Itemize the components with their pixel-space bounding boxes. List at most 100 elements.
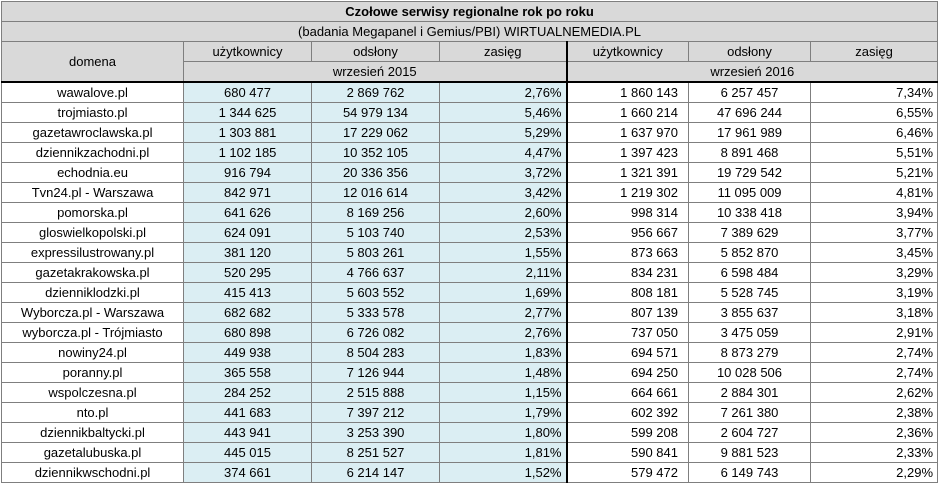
cell-reach-2015: 1,48% bbox=[439, 362, 567, 383]
table-row: gazetakrakowska.pl 520 295 4 766 637 2,11% 8… bbox=[1, 262, 939, 283]
cell-reach-2015: 1,52% bbox=[439, 462, 567, 483]
cell-views-2016: 5 528 745 bbox=[688, 282, 811, 303]
cell-domain: Wyborcza.pl - Warszawa bbox=[1, 302, 184, 323]
cell-views-2015: 8 504 283 bbox=[311, 342, 440, 363]
cell-users-2015: 1 102 185 bbox=[183, 142, 312, 163]
header-domain: domena bbox=[1, 41, 184, 83]
cell-reach-2015: 1,79% bbox=[439, 402, 567, 423]
cell-reach-2015: 3,72% bbox=[439, 162, 567, 183]
cell-users-2016: 1 219 302 bbox=[565, 182, 689, 203]
cell-views-2016: 17 961 989 bbox=[688, 122, 811, 143]
cell-reach-2016: 3,77% bbox=[809, 222, 939, 243]
cell-users-2016: 956 667 bbox=[565, 222, 689, 243]
cell-views-2015: 6 214 147 bbox=[311, 462, 440, 483]
cell-domain: gazetawroclawska.pl bbox=[1, 122, 184, 143]
table-row: wyborcza.pl - Trójmiasto 680 898 6 726 082… bbox=[1, 322, 939, 343]
cell-users-2015: 381 120 bbox=[183, 242, 312, 263]
cell-views-2015: 7 397 212 bbox=[311, 402, 440, 423]
cell-users-2016: 737 050 bbox=[565, 322, 689, 343]
cell-users-2015: 680 898 bbox=[183, 322, 312, 343]
cell-domain: gazetalubuska.pl bbox=[1, 442, 184, 463]
cell-domain: poranny.pl bbox=[1, 362, 184, 383]
cell-views-2015: 8 169 256 bbox=[311, 202, 440, 223]
table-row: pomorska.pl 641 626 8 169 256 2,60% 998 314 1… bbox=[1, 202, 939, 223]
period-2015: wrzesień 2015 bbox=[183, 61, 567, 83]
cell-domain: expressilustrowany.pl bbox=[1, 242, 184, 263]
table-row: gazetawroclawska.pl 1 303 881 17 229 062 5,… bbox=[1, 122, 939, 143]
cell-reach-2015: 5,46% bbox=[439, 102, 567, 123]
cell-users-2016: 694 250 bbox=[565, 362, 689, 383]
cell-reach-2016: 5,51% bbox=[809, 142, 939, 163]
cell-domain: dziennikwschodni.pl bbox=[1, 462, 184, 483]
cell-reach-2015: 2,77% bbox=[439, 302, 567, 323]
cell-users-2015: 1 344 625 bbox=[183, 102, 312, 123]
table-row: expressilustrowany.pl 381 120 5 803 261 1,5… bbox=[1, 242, 939, 263]
cell-views-2015: 7 126 944 bbox=[311, 362, 440, 383]
cell-reach-2016: 2,29% bbox=[809, 462, 939, 483]
header-users-2015: użytkownicy bbox=[183, 41, 312, 62]
table-row: dzienniklodzki.pl 415 413 5 603 552 1,69% 80… bbox=[1, 282, 939, 303]
cell-domain: wspolczesna.pl bbox=[1, 382, 184, 403]
cell-reach-2016: 5,21% bbox=[809, 162, 939, 183]
cell-views-2016: 10 338 418 bbox=[688, 202, 811, 223]
cell-reach-2016: 3,18% bbox=[809, 302, 939, 323]
table-row: wspolczesna.pl 284 252 2 515 888 1,15% 664 6… bbox=[1, 382, 939, 403]
table-row: trojmiasto.pl 1 344 625 54 979 134 5,46% 1 6… bbox=[1, 102, 939, 123]
cell-views-2016: 6 149 743 bbox=[688, 462, 811, 483]
cell-users-2016: 1 321 391 bbox=[565, 162, 689, 183]
cell-users-2016: 1 860 143 bbox=[565, 81, 689, 103]
table-row: gloswielkopolski.pl 624 091 5 103 740 2,53%… bbox=[1, 222, 939, 243]
cell-reach-2016: 3,29% bbox=[809, 262, 939, 283]
cell-domain: dziennikzachodni.pl bbox=[1, 142, 184, 163]
cell-reach-2016: 3,45% bbox=[809, 242, 939, 263]
cell-users-2016: 807 139 bbox=[565, 302, 689, 323]
cell-users-2016: 602 392 bbox=[565, 402, 689, 423]
cell-views-2015: 54 979 134 bbox=[311, 102, 440, 123]
header-reach-2015: zasięg bbox=[439, 41, 567, 62]
table-row: dziennikwschodni.pl 374 661 6 214 147 1,52%… bbox=[1, 462, 939, 483]
table-title: Czołowe serwisy regionalne rok po roku bbox=[0, 1, 939, 22]
cell-views-2015: 5 603 552 bbox=[311, 282, 440, 303]
cell-reach-2016: 7,34% bbox=[809, 81, 939, 103]
cell-domain: Tvn24.pl - Warszawa bbox=[1, 182, 184, 203]
table-row: nowiny24.pl 449 938 8 504 283 1,83% 694 571 8… bbox=[1, 342, 939, 363]
header-users-2016: użytkownicy bbox=[565, 41, 689, 62]
cell-views-2015: 2 869 762 bbox=[311, 81, 440, 103]
cell-reach-2015: 1,15% bbox=[439, 382, 567, 403]
cell-reach-2016: 2,74% bbox=[809, 362, 939, 383]
cell-reach-2016: 6,55% bbox=[809, 102, 939, 123]
cell-views-2015: 17 229 062 bbox=[311, 122, 440, 143]
cell-views-2015: 5 103 740 bbox=[311, 222, 440, 243]
table-row: wawalove.pl 680 477 2 869 762 2,76% 1 860 14… bbox=[1, 81, 939, 103]
cell-reach-2015: 1,83% bbox=[439, 342, 567, 363]
cell-views-2015: 12 016 614 bbox=[311, 182, 440, 203]
cell-domain: wawalove.pl bbox=[1, 81, 184, 103]
cell-reach-2015: 2,53% bbox=[439, 222, 567, 243]
cell-reach-2015: 2,11% bbox=[439, 262, 567, 283]
header-views-2016: odsłony bbox=[688, 41, 811, 62]
cell-users-2015: 449 938 bbox=[183, 342, 312, 363]
cell-reach-2016: 3,19% bbox=[809, 282, 939, 303]
cell-views-2016: 3 475 059 bbox=[688, 322, 811, 343]
cell-users-2016: 808 181 bbox=[565, 282, 689, 303]
cell-reach-2015: 3,42% bbox=[439, 182, 567, 203]
cell-users-2016: 590 841 bbox=[565, 442, 689, 463]
cell-views-2015: 2 515 888 bbox=[311, 382, 440, 403]
cell-reach-2015: 1,80% bbox=[439, 422, 567, 443]
cell-views-2016: 6 598 484 bbox=[688, 262, 811, 283]
cell-domain: trojmiasto.pl bbox=[1, 102, 184, 123]
table-row: nto.pl 441 683 7 397 212 1,79% 602 392 7 261 … bbox=[1, 402, 939, 423]
header-reach-2016: zasięg bbox=[809, 41, 939, 62]
cell-users-2016: 579 472 bbox=[565, 462, 689, 483]
cell-users-2015: 624 091 bbox=[183, 222, 312, 243]
table-row: dziennikzachodni.pl 1 102 185 10 352 105 4,… bbox=[1, 142, 939, 163]
cell-users-2015: 284 252 bbox=[183, 382, 312, 403]
cell-reach-2016: 6,46% bbox=[809, 122, 939, 143]
cell-reach-2015: 2,76% bbox=[439, 322, 567, 343]
header-views-2015: odsłony bbox=[311, 41, 440, 62]
cell-users-2015: 520 295 bbox=[183, 262, 312, 283]
cell-views-2016: 2 884 301 bbox=[688, 382, 811, 403]
cell-views-2015: 10 352 105 bbox=[311, 142, 440, 163]
cell-views-2016: 3 855 637 bbox=[688, 302, 811, 323]
